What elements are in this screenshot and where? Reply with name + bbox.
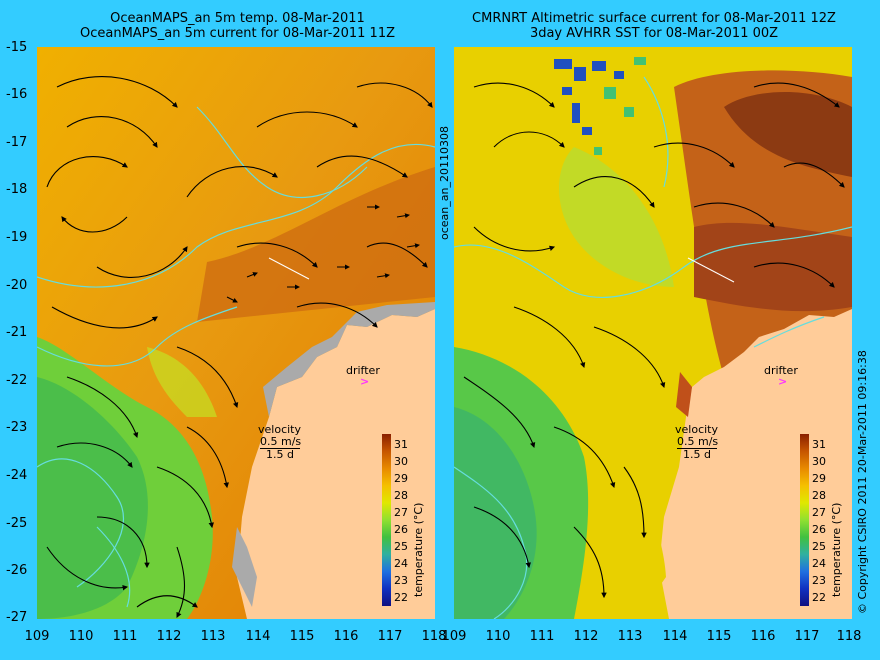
drifter-label: drifter (764, 364, 798, 377)
lon-label: 113 (200, 629, 226, 644)
right-panel-title: CMRNRT Altimetric surface current for 08… (455, 11, 853, 41)
colorbar-title: temperature (°C) (412, 502, 425, 597)
colorbar-title: temperature (°C) (830, 502, 843, 597)
lon-label: 110 (485, 629, 511, 644)
colorbar-tick: 25 (812, 540, 826, 553)
lat-label: -17 (6, 135, 28, 150)
temperature-colorbar (382, 434, 391, 606)
left-map (37, 47, 435, 619)
colorbar-tick: 27 (394, 506, 408, 519)
left-title-line1: OceanMAPS_an 5m temp. 08-Mar-2011 (110, 11, 365, 26)
velocity-scale-speed: 0.5 m/s (677, 435, 719, 449)
colorbar-tick: 28 (812, 489, 826, 502)
velocity-legend-left: velocity 0.5 m/s 1.5 d (258, 424, 301, 461)
left-map-panel (37, 47, 435, 619)
lon-label: 114 (662, 629, 688, 644)
colorbar-tick: 24 (812, 557, 826, 570)
colorbar-tick: 31 (812, 438, 826, 451)
lon-label: 109 (441, 629, 467, 644)
lat-label: -25 (6, 516, 28, 531)
colorbar-tick: 30 (812, 455, 826, 468)
cloud-contamination (554, 59, 624, 135)
velocity-title: velocity (675, 423, 718, 436)
colorbar-tick: 23 (812, 574, 826, 587)
left-panel-title: OceanMAPS_an 5m temp. 08-Mar-2011 OceanM… (40, 11, 435, 41)
drifter-track-right (687, 257, 735, 283)
lon-label: 110 (68, 629, 94, 644)
isotherm-contours-right (454, 76, 852, 619)
lon-label: 115 (289, 629, 315, 644)
current-streamlines-right (463, 82, 845, 599)
isotherm-contours (37, 106, 435, 608)
velocity-title: velocity (258, 423, 301, 436)
lon-label: 118 (836, 629, 862, 644)
drifter-legend-right: drifter > (764, 364, 798, 388)
colorbar-tick: 22 (394, 591, 408, 604)
colorbar-tick: 23 (394, 574, 408, 587)
drifter-legend-left: drifter > (346, 364, 380, 388)
velocity-legend-right: velocity 0.5 m/s 1.5 d (675, 424, 718, 461)
colorbar-tick: 25 (394, 540, 408, 553)
lat-label: -23 (6, 420, 28, 435)
lat-label: -26 (6, 563, 28, 578)
lon-label: 115 (706, 629, 732, 644)
lat-label: -20 (6, 278, 28, 293)
colorbar-tick: 26 (812, 523, 826, 536)
drifter-marker-icon: > (360, 375, 370, 388)
lon-label: 111 (529, 629, 555, 644)
right-map (454, 47, 852, 619)
cool-water-core (37, 377, 148, 619)
lon-label: 117 (794, 629, 820, 644)
temperature-colorbar (800, 434, 809, 606)
colorbar-tick: 29 (394, 472, 408, 485)
velocity-scale-days: 1.5 d (266, 448, 294, 461)
velocity-scale-speed: 0.5 m/s (260, 435, 302, 449)
exmouth-peninsula (676, 372, 692, 417)
colorbar-tick: 30 (394, 455, 408, 468)
lat-label: -21 (6, 325, 28, 340)
lon-label: 116 (333, 629, 359, 644)
colorbar-tick: 26 (394, 523, 408, 536)
current-vectors (226, 204, 420, 303)
right-title-line2: 3day AVHRR SST for 08-Mar-2011 00Z (529, 26, 779, 41)
lat-label: -24 (6, 468, 28, 483)
lon-label: 109 (24, 629, 50, 644)
colorbar-tick: 27 (812, 506, 826, 519)
lat-label: -22 (6, 373, 28, 388)
lat-label: -27 (6, 610, 28, 625)
velocity-scale-days: 1.5 d (683, 448, 711, 461)
coastline-shelf (263, 302, 435, 417)
lon-label: 116 (750, 629, 776, 644)
lon-label: 113 (617, 629, 643, 644)
right-title-line1: CMRNRT Altimetric surface current for 08… (472, 11, 836, 26)
colorbar-tick: 24 (394, 557, 408, 570)
left-title-line2: OceanMAPS_an 5m current for 08-Mar-2011 … (79, 26, 395, 41)
colorbar-tick: 31 (394, 438, 408, 451)
lat-label: -16 (6, 87, 28, 102)
lon-label: 114 (245, 629, 271, 644)
colorbar-tick: 28 (394, 489, 408, 502)
model-run-label: ocean_an_20110308 (438, 126, 451, 240)
drifter-label: drifter (346, 364, 380, 377)
colorbar-tick: 29 (812, 472, 826, 485)
drifter-marker-icon: > (778, 375, 788, 388)
lat-label: -18 (6, 182, 28, 197)
lat-label: -15 (6, 40, 28, 55)
lon-label: 117 (377, 629, 403, 644)
lat-label: -19 (6, 230, 28, 245)
right-map-panel (454, 47, 852, 619)
current-streamlines (46, 76, 433, 618)
lon-label: 112 (156, 629, 182, 644)
lon-label: 111 (112, 629, 138, 644)
colorbar-tick: 22 (812, 591, 826, 604)
lon-label: 112 (573, 629, 599, 644)
drifter-track (268, 257, 310, 280)
lon-label: 118 (421, 629, 447, 644)
copyright-label: © Copyright CSIRO 2011 20-Mar-2011 09:16… (856, 350, 869, 614)
